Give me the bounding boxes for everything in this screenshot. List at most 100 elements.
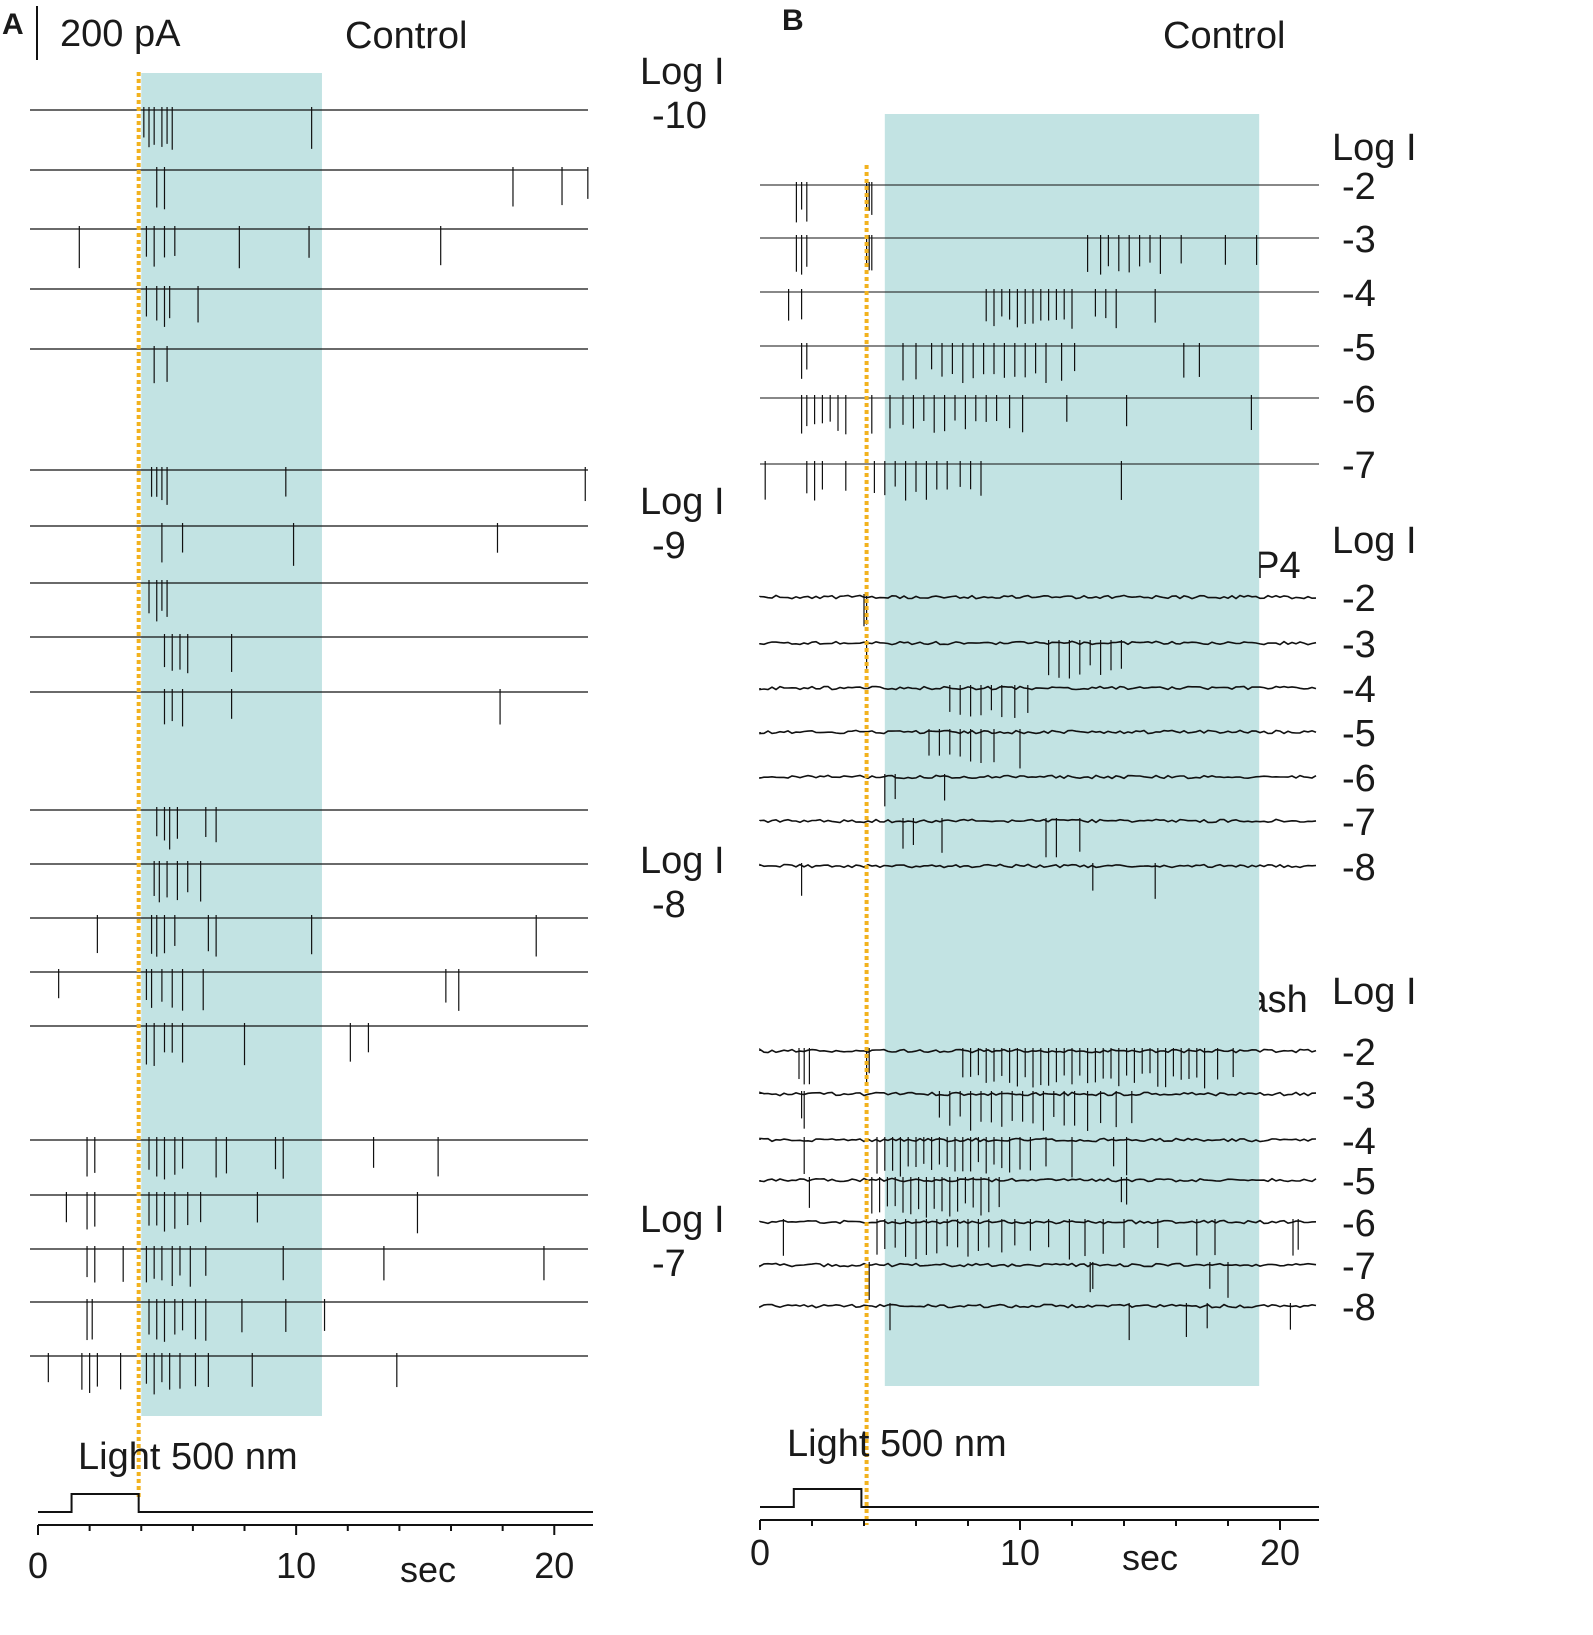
panel-a-title: Control [345,15,468,57]
intensity-value: -8 [1342,847,1376,889]
trace [759,1303,1317,1341]
intensity-label: Log I [640,840,725,882]
shaded-response-window [141,73,322,1416]
trace [30,1299,588,1342]
intensity-value: -9 [652,525,686,567]
trace [30,226,588,269]
intensity-value: -5 [1342,1161,1376,1203]
trace-baseline [759,818,1317,824]
intensity-value: -6 [1342,758,1376,800]
trace [759,640,1317,679]
intensity-value: -8 [652,884,686,926]
trace [30,1023,588,1066]
intensity-value: -7 [1342,1246,1376,1288]
x-tick-label: 20 [1260,1532,1300,1573]
trace-baseline [759,1047,1317,1054]
trace [30,467,588,505]
intensity-value: -3 [1342,1075,1376,1117]
panel-b: B Control L-AP4 Wash Log I-2-3-4-5-6-7Lo… [750,4,1417,1578]
intensity-value: -6 [1342,379,1376,421]
trace [30,634,588,674]
trace [30,107,588,150]
x-tick-label: 10 [276,1545,316,1586]
intensity-value: -3 [1342,624,1376,666]
trace [759,774,1317,807]
trace-baseline [759,1219,1317,1225]
intensity-value: -2 [1342,1032,1376,1074]
intensity-value: -2 [1342,166,1376,208]
light-stimulus-trace [760,1488,1319,1508]
trace [759,863,1317,899]
intensity-value: -10 [652,95,707,137]
trace [30,1246,588,1287]
scale-bar-label: 200 pA [60,13,181,55]
trace-baseline [759,729,1317,735]
trace-baseline [759,863,1317,869]
trace-baseline [759,1177,1317,1183]
trace [759,818,1317,858]
intensity-label: Log I [1332,971,1417,1013]
panel-b-group-title-control: Control [1163,15,1286,57]
trace-baseline [759,594,1317,600]
trace [30,346,588,384]
trace [30,580,588,622]
trace [759,1262,1317,1301]
intensity-value: -4 [1342,669,1376,711]
trace [30,969,588,1011]
intensity-value: -7 [1342,802,1376,844]
trace-baseline [759,774,1317,780]
intensity-label: Log I [640,481,725,523]
intensity-value: -7 [652,1243,686,1285]
intensity-value: -3 [1342,219,1376,261]
x-axis-unit: sec [400,1549,456,1590]
trace [30,286,588,327]
x-tick-label: 20 [534,1545,574,1586]
intensity-value: -8 [1342,1287,1376,1329]
intensity-label: Log I [640,1199,725,1241]
intensity-value: -7 [1342,445,1376,487]
panel-letter-b: B [782,4,804,37]
trace-baseline [759,1303,1317,1309]
trace [30,915,588,957]
x-axis-unit: sec [1122,1537,1178,1578]
x-tick-label: 0 [750,1532,770,1573]
trace-baseline [759,640,1317,646]
intensity-value: -5 [1342,327,1376,369]
trace [30,167,589,210]
trace-baseline [759,1091,1317,1097]
trace-baseline [759,1262,1317,1268]
trace [30,1137,588,1180]
trace [30,1192,588,1234]
intensity-value: -2 [1342,578,1376,620]
intensity-label: Log I [1332,520,1417,562]
panel-letter-a: A [2,8,24,41]
trace [30,689,588,727]
trace [759,685,1317,718]
trace [760,235,1319,275]
intensity-value: -5 [1342,713,1376,755]
intensity-value: -4 [1342,1121,1376,1163]
trace [760,343,1319,384]
trace [759,729,1317,769]
trace [760,461,1319,501]
trace [30,523,588,566]
trace [760,289,1319,329]
x-tick-label: 0 [28,1545,48,1586]
trace [30,861,588,903]
intensity-label: Log I [1332,127,1417,169]
trace [759,1219,1317,1260]
trace [760,182,1319,223]
intensity-label: Log I [640,51,725,93]
intensity-value: -4 [1342,273,1376,315]
trace [30,807,588,850]
trace-baseline [759,685,1317,691]
trace [759,1137,1317,1178]
trace [759,1177,1317,1218]
trace [30,1353,588,1395]
light-stimulus-trace [38,1493,593,1513]
light-stimulus-label: Light 500 nm [787,1423,1007,1465]
trace [759,1091,1317,1131]
intensity-value: -6 [1342,1203,1376,1245]
